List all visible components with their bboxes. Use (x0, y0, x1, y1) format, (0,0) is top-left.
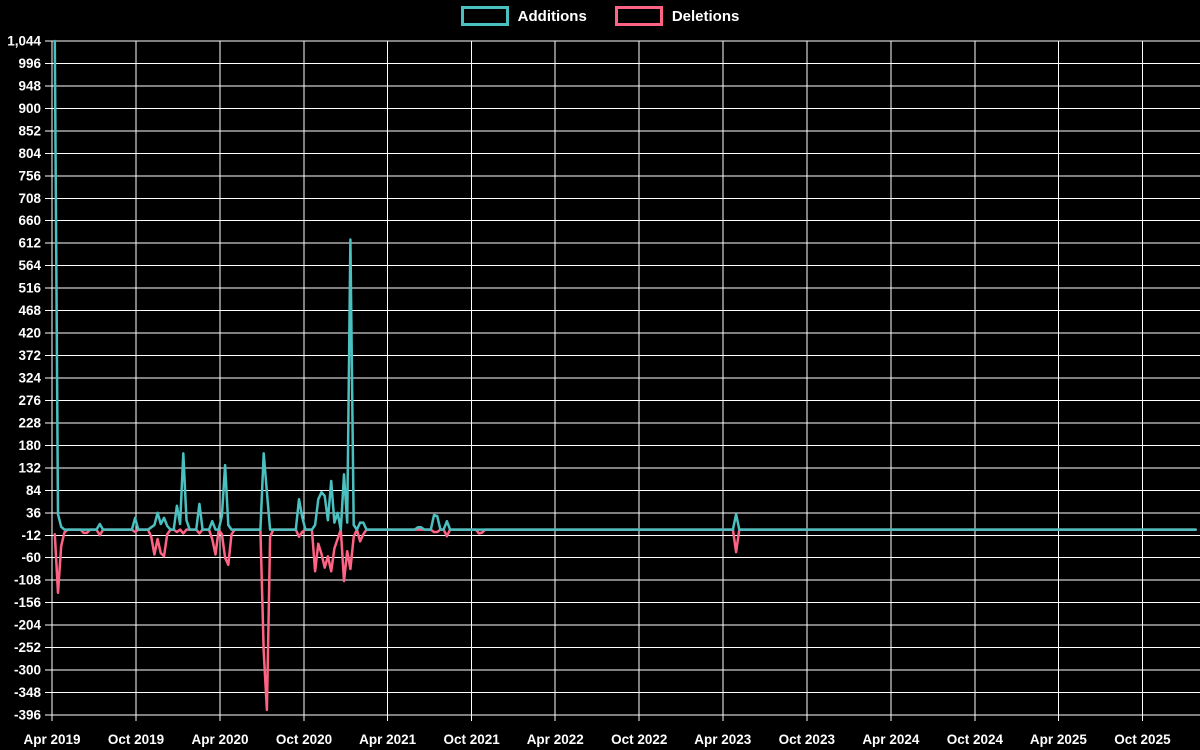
x-tick-label: Oct 2024 (947, 732, 1004, 747)
legend-item-deletions[interactable]: Deletions (614, 6, 740, 26)
y-tick-label: 420 (18, 326, 41, 341)
y-tick-label: 612 (18, 236, 41, 251)
y-tick-label: 756 (18, 168, 41, 183)
y-tick-label: 804 (18, 146, 41, 161)
y-tick-label: -252 (14, 640, 41, 655)
x-tick-label: Oct 2022 (611, 732, 667, 747)
y-tick-label: 852 (18, 123, 41, 138)
legend-label-deletions: Deletions (671, 7, 740, 25)
y-tick-label: -12 (21, 528, 41, 543)
y-tick-label: 132 (18, 460, 41, 475)
additions-swatch (460, 6, 509, 26)
legend-item-additions[interactable]: Additions (460, 6, 587, 26)
y-tick-label: -396 (14, 708, 42, 723)
y-tick-label: -60 (21, 550, 41, 565)
x-tick-label: Apr 2025 (1030, 732, 1088, 747)
y-tick-label: 564 (18, 258, 41, 273)
y-tick-label: 660 (18, 213, 41, 228)
y-tick-label: 324 (18, 371, 41, 386)
y-tick-label: 84 (26, 483, 42, 498)
y-tick-label: 516 (18, 281, 41, 296)
y-tick-label: -348 (14, 685, 42, 700)
y-tick-label: -108 (14, 573, 42, 588)
chart-legend: Additions Deletions (0, 6, 1200, 26)
y-tick-label: 948 (18, 78, 41, 93)
x-tick-label: Apr 2023 (694, 732, 752, 747)
y-tick-label: -156 (14, 595, 42, 610)
x-tick-label: Apr 2024 (862, 732, 920, 747)
y-tick-label: 1,044 (7, 34, 41, 49)
y-tick-label: 468 (18, 303, 41, 318)
legend-label-additions: Additions (517, 7, 587, 25)
deletions-line (53, 528, 1197, 712)
y-tick-label: 900 (18, 101, 41, 116)
x-tick-label: Apr 2020 (192, 732, 249, 747)
y-tick-label: 372 (18, 348, 41, 363)
x-tick-label: Oct 2023 (779, 732, 836, 747)
y-tick-label: -300 (14, 663, 41, 678)
y-tick-label: -204 (14, 618, 42, 633)
additions-line (53, 39, 1197, 531)
deletions-swatch (614, 6, 663, 26)
y-tick-label: 708 (18, 191, 41, 206)
y-tick-label: 36 (26, 505, 42, 520)
x-tick-label: Oct 2025 (1114, 732, 1171, 747)
x-tick-label: Apr 2019 (23, 732, 80, 747)
y-tick-label: 996 (18, 56, 41, 71)
x-tick-label: Oct 2019 (108, 732, 164, 747)
y-tick-label: 180 (18, 438, 41, 453)
x-tick-label: Apr 2022 (527, 732, 584, 747)
y-tick-label: 228 (18, 415, 41, 430)
x-tick-label: Apr 2021 (359, 732, 417, 747)
y-tick-label: 276 (18, 393, 41, 408)
x-tick-label: Oct 2021 (444, 732, 501, 747)
x-tick-label: Oct 2020 (276, 732, 332, 747)
